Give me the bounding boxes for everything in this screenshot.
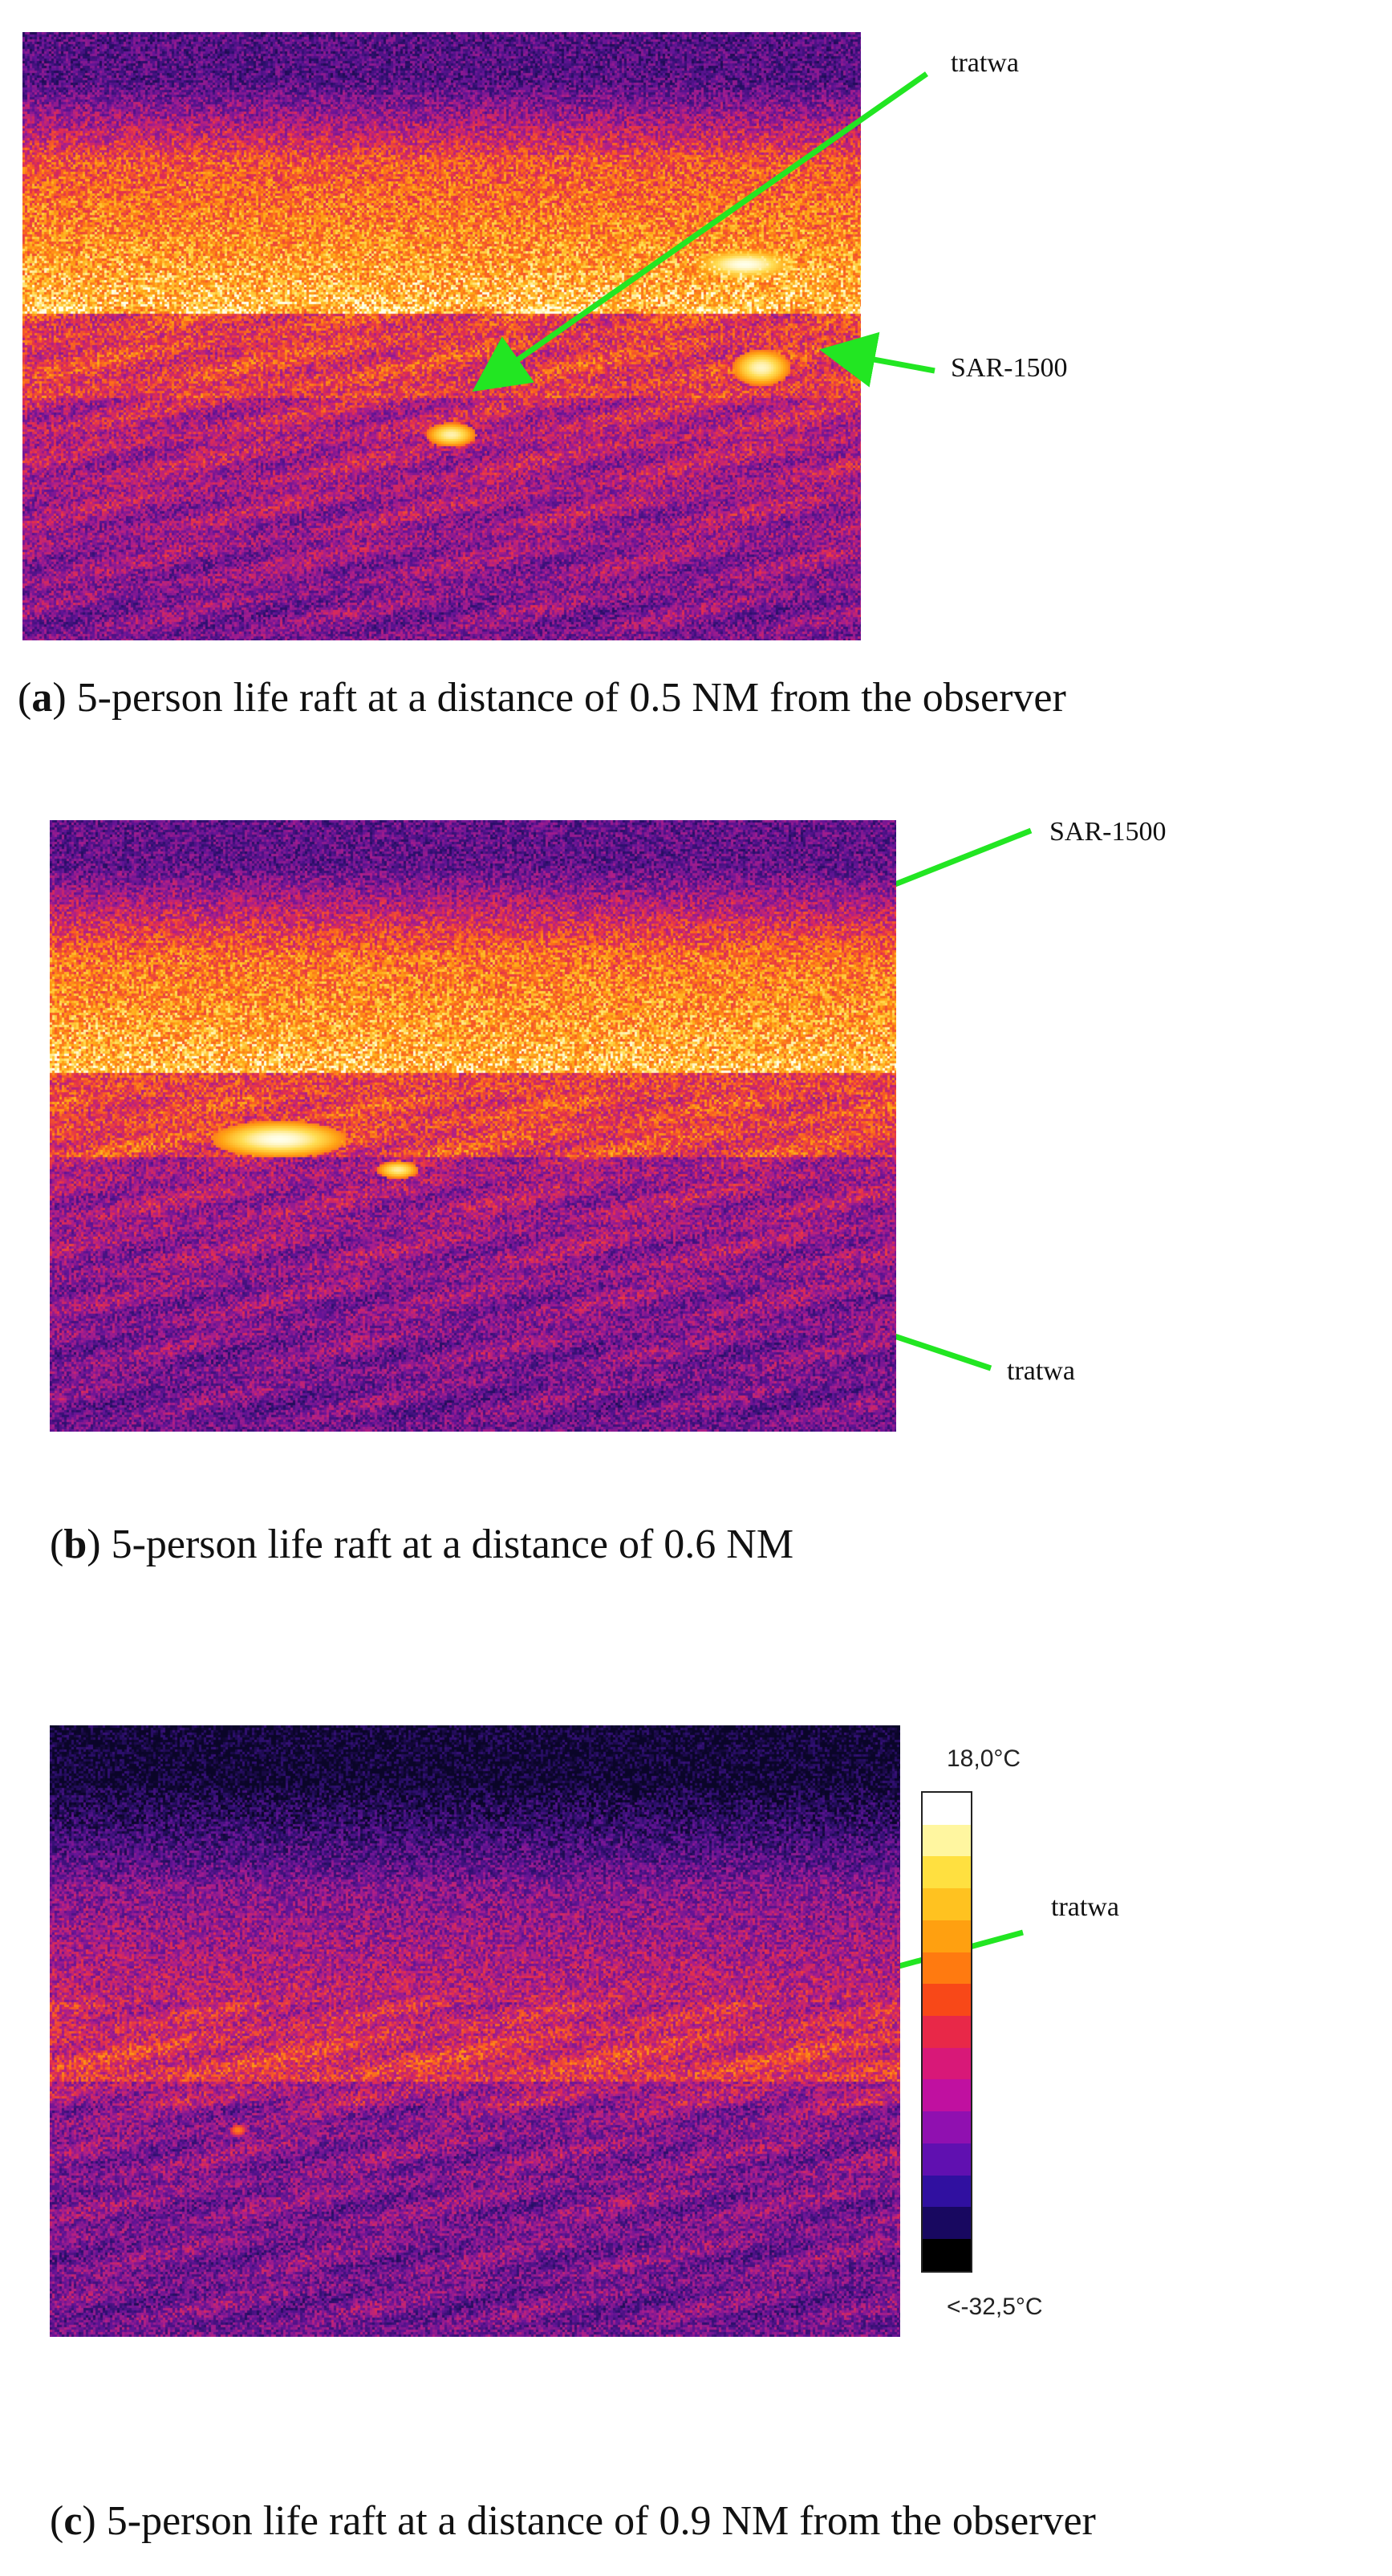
- scale-step: [923, 2239, 971, 2271]
- scale-step: [923, 1920, 971, 1952]
- scale-step: [923, 2207, 971, 2240]
- label-b-sar1500: SAR-1500: [1049, 817, 1167, 847]
- arrow-a-sar: [819, 331, 935, 388]
- scale-step: [923, 2016, 971, 2048]
- scale-step: [923, 1952, 971, 1985]
- label-a-tratwa: tratwa: [951, 48, 1019, 78]
- scale-step: [923, 2079, 971, 2112]
- scale-step: [923, 1888, 971, 1920]
- scale-max-label: 18,0°C: [947, 1745, 1021, 1772]
- scale-step: [923, 1856, 971, 1889]
- scale-step: [923, 2111, 971, 2143]
- thermal-image-c: [50, 1725, 900, 2337]
- thermal-image-b: [50, 820, 896, 1432]
- scale-step: [923, 2047, 971, 2080]
- caption-a: (a) 5-person life raft at a distance of …: [18, 675, 1066, 721]
- scale-step: [923, 2175, 971, 2208]
- label-b-tratwa: tratwa: [1007, 1356, 1075, 1386]
- scale-step: [923, 2143, 971, 2176]
- label-a-sar1500: SAR-1500: [951, 353, 1068, 383]
- scale-min-label: <-32,5°C: [947, 2294, 1043, 2320]
- scale-step: [923, 1984, 971, 2017]
- caption-b: (b) 5-person life raft at a distance of …: [50, 1522, 794, 1567]
- temperature-scale-bar: [921, 1791, 972, 2273]
- label-c-tratwa: tratwa: [1051, 1892, 1119, 1922]
- caption-c: (c) 5-person life raft at a distance of …: [50, 2498, 1096, 2544]
- scale-step: [923, 1793, 971, 1825]
- thermal-image-a: [22, 32, 861, 640]
- scale-step: [923, 1824, 971, 1857]
- arrow-a-tratwa: [472, 71, 929, 392]
